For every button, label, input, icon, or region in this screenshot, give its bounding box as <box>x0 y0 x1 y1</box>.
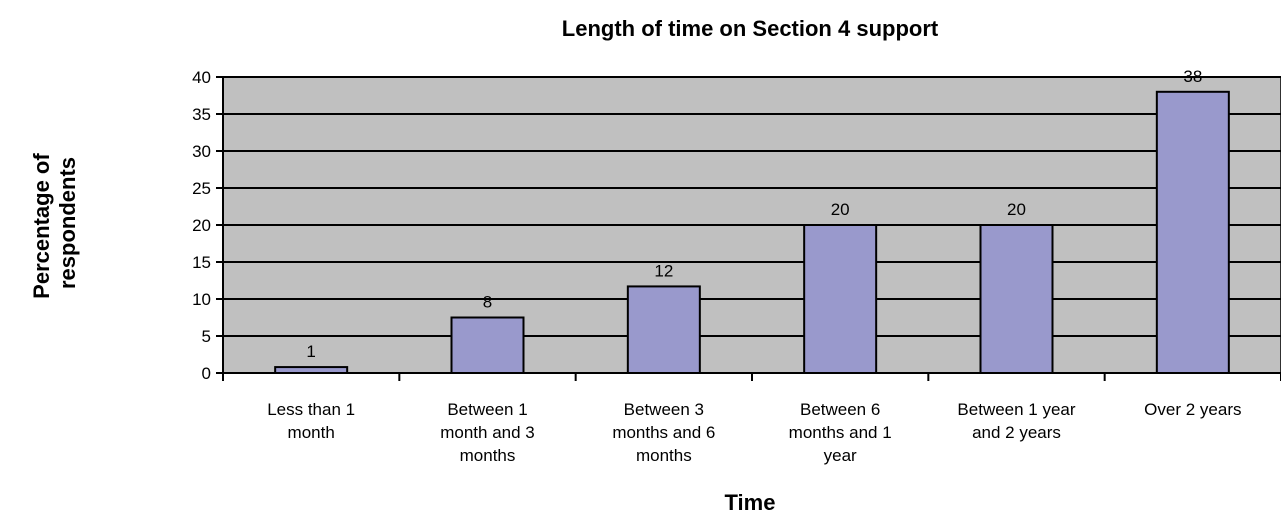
x-category-label: Between 3 months and 6 months <box>612 400 715 465</box>
y-axis-label-line-1: Percentage of <box>29 153 54 299</box>
x-axis-categories: Less than 1 month Between 1 month and 3 mont… <box>267 400 1241 465</box>
y-tick-label: 20 <box>192 216 211 235</box>
y-tick-label: 35 <box>192 105 211 124</box>
y-axis-label: Percentage of respondents <box>29 147 80 299</box>
x-category-label-line: months and 1 <box>789 423 892 442</box>
bar <box>979 224 1054 374</box>
data-label: 38 <box>1183 67 1202 86</box>
x-category-label-line: Less than 1 <box>267 400 355 419</box>
x-axis-label: Time <box>725 490 776 515</box>
y-tick-label: 40 <box>192 68 211 87</box>
bar <box>274 366 349 374</box>
x-category-label: Between 6 months and 1 year <box>789 400 892 465</box>
x-category-label-line: Between 3 <box>624 400 704 419</box>
y-axis-label-line-2: respondents <box>55 157 80 289</box>
bar <box>803 224 878 374</box>
x-category-label-line: and 2 years <box>972 423 1061 442</box>
chart-title: Length of time on Section 4 support <box>562 16 939 41</box>
x-category-label-line: year <box>824 446 857 465</box>
y-axis-ticks: 0 5 10 15 20 25 30 35 40 <box>192 68 223 383</box>
x-category-label-line: Between 1 <box>447 400 527 419</box>
bar <box>450 316 525 374</box>
x-category-label: Over 2 years <box>1144 400 1241 419</box>
x-category-label-line: month <box>288 423 335 442</box>
x-category-label-line: Between 6 <box>800 400 880 419</box>
data-label: 12 <box>654 261 673 280</box>
y-tick-label: 25 <box>192 179 211 198</box>
data-label: 8 <box>483 293 492 312</box>
x-category-label-line: months and 6 <box>612 423 715 442</box>
x-category-label: Between 1 year and 2 years <box>957 400 1075 442</box>
y-tick-label: 15 <box>192 253 211 272</box>
y-tick-label: 5 <box>202 327 211 346</box>
bars <box>274 90 1230 375</box>
y-tick-label: 0 <box>202 364 211 383</box>
data-label: 20 <box>831 200 850 219</box>
data-labels: 1 8 12 20 20 38 <box>306 67 1202 361</box>
plot-area <box>222 76 1281 381</box>
x-category-label: Between 1 month and 3 months <box>440 400 535 465</box>
y-tick-label: 30 <box>192 142 211 161</box>
x-category-label-line: Between 1 year <box>957 400 1075 419</box>
data-label: 1 <box>306 342 315 361</box>
x-category-label: Less than 1 month <box>267 400 355 442</box>
x-category-label-line: Over 2 years <box>1144 400 1241 419</box>
bar <box>1155 90 1230 375</box>
data-label: 20 <box>1007 200 1026 219</box>
x-category-label-line: months <box>636 446 692 465</box>
x-category-label-line: months <box>460 446 516 465</box>
y-tick-label: 10 <box>192 290 211 309</box>
bar <box>626 285 701 375</box>
x-category-label-line: month and 3 <box>440 423 535 442</box>
